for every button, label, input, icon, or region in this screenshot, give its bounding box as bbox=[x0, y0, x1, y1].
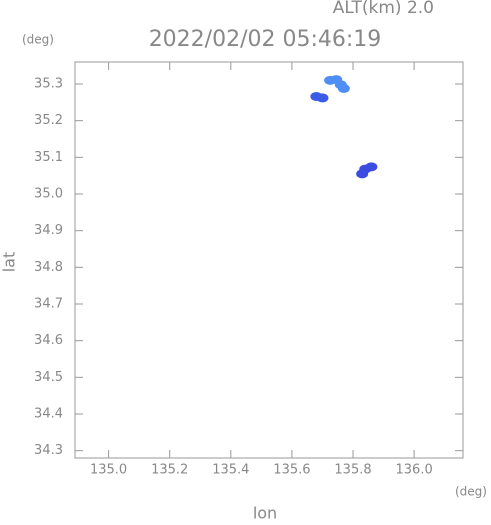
x-unit: (deg) bbox=[455, 485, 487, 499]
x-tick-label: 136.0 bbox=[396, 463, 433, 478]
y-tick-label: 34.6 bbox=[34, 333, 63, 348]
echo-point bbox=[356, 169, 369, 179]
y-tick-label: 34.5 bbox=[34, 370, 63, 385]
y-tick-label: 34.8 bbox=[34, 260, 63, 275]
subtitle: ALT(km) 2.0 bbox=[333, 0, 434, 18]
y-tick-label: 34.4 bbox=[34, 407, 63, 422]
x-tick-label: 135.0 bbox=[90, 463, 127, 478]
y-tick-label: 34.7 bbox=[34, 297, 63, 312]
x-tick-label: 135.6 bbox=[273, 463, 310, 478]
echo-point bbox=[365, 162, 378, 172]
echo-point bbox=[337, 83, 350, 93]
echo-point bbox=[316, 93, 329, 103]
y-tick-label: 34.3 bbox=[34, 443, 63, 458]
x-tick-label: 135.8 bbox=[334, 463, 371, 478]
x-tick-label: 135.4 bbox=[212, 463, 249, 478]
y-axis-label: lat bbox=[0, 252, 19, 273]
y-tick-label: 35.0 bbox=[34, 187, 63, 202]
x-axis-label: lon bbox=[253, 504, 277, 522]
y-tick-label: 35.3 bbox=[34, 77, 63, 92]
y-tick-label: 34.9 bbox=[34, 223, 63, 238]
x-tick-label: 135.2 bbox=[151, 463, 188, 478]
plot-frame bbox=[74, 61, 464, 459]
y-tick-label: 35.1 bbox=[34, 150, 63, 165]
y-tick-label: 35.2 bbox=[34, 113, 63, 128]
chart-title: 2022/02/02 05:46:19 bbox=[149, 27, 382, 52]
y-unit: (deg) bbox=[22, 33, 54, 47]
